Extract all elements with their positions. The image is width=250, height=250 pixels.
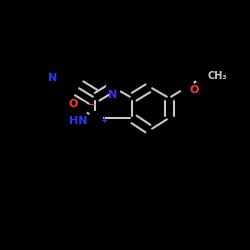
Text: N: N — [108, 90, 118, 100]
Text: +: + — [100, 116, 107, 125]
Text: −: − — [88, 100, 96, 110]
Text: HN: HN — [70, 116, 88, 126]
Text: N: N — [48, 73, 57, 83]
Text: O: O — [68, 99, 78, 109]
Text: CH₃: CH₃ — [207, 71, 227, 81]
Text: O: O — [189, 85, 198, 95]
